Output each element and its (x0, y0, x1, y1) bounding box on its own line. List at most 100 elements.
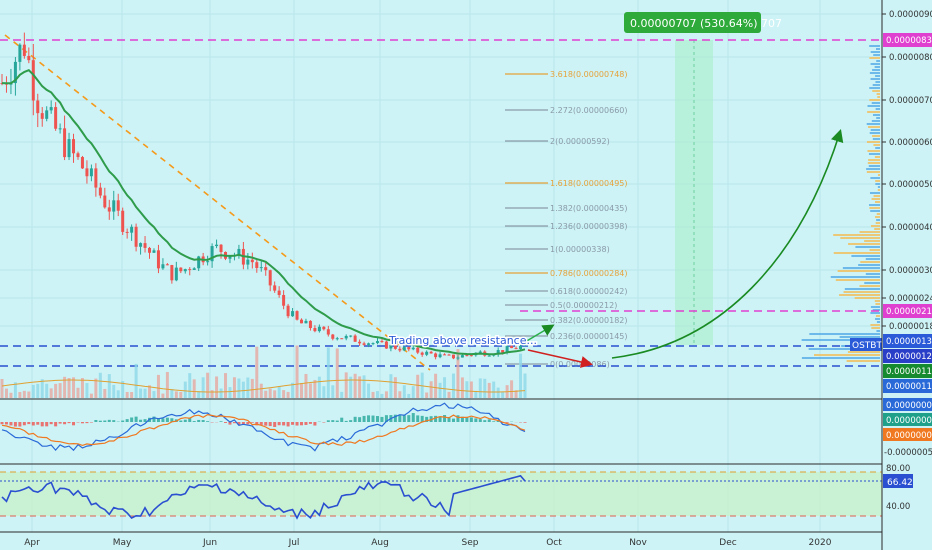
volume-bar (438, 382, 442, 398)
macd-histogram-bar (264, 422, 268, 426)
candle-body (156, 250, 160, 269)
volume-bar (241, 381, 245, 398)
volume-bar (152, 391, 156, 398)
macd-histogram-bar (344, 420, 348, 422)
candle-body (416, 347, 420, 353)
candle-body (304, 320, 308, 324)
volume-bar (58, 383, 62, 398)
candle-body (487, 355, 491, 357)
macd-histogram-bar (188, 417, 192, 422)
volume-bar (344, 372, 348, 398)
macd-histogram-bar (49, 422, 53, 425)
macd-histogram-bar (331, 420, 335, 422)
volume-bar (317, 376, 321, 398)
volume-bar (451, 373, 455, 398)
candle-body (264, 267, 268, 271)
measure-badge-text: 0.00000707 (530.64%) 707 (630, 17, 782, 30)
volume-profile-bar (872, 309, 880, 311)
volume-bar (72, 377, 76, 398)
candle-body (407, 347, 411, 350)
volume-profile-bar (867, 162, 880, 164)
volume-bar (407, 393, 411, 398)
macd-histogram-bar (98, 420, 102, 422)
volume-bar (165, 372, 169, 398)
candle-body (384, 341, 388, 349)
volume-profile-bar (870, 177, 880, 179)
macd-histogram-bar (407, 415, 411, 422)
volume-profile-bar (864, 240, 880, 242)
macd-histogram-bar (152, 416, 156, 422)
fib-label-4: 1.382(0.00000435) (550, 204, 628, 213)
volume-bar (295, 345, 299, 398)
candle-body (389, 344, 393, 349)
volume-bar (130, 392, 134, 398)
volume-profile-bar (874, 201, 880, 203)
volume-profile-bar (808, 348, 880, 350)
macd-histogram-bar (393, 414, 397, 422)
volume-profile-bar (869, 99, 880, 101)
candle-body (273, 285, 277, 291)
macd-histogram-bar (134, 416, 138, 422)
candle-body (67, 139, 71, 158)
volume-profile-bar (875, 216, 880, 218)
volume-bar (501, 391, 505, 398)
price-badge-5 (883, 379, 932, 393)
macd-histogram-bar (429, 416, 433, 422)
candle-body (393, 344, 397, 349)
macd-histogram-bar (40, 422, 44, 427)
macd-histogram-bar (4, 422, 8, 425)
price-badge-4 (883, 364, 932, 378)
candle-body (259, 267, 263, 269)
macd-histogram-bar (487, 419, 491, 422)
macd-histogram-bar (299, 422, 303, 426)
volume-bar (402, 385, 406, 398)
price-label-4: 0.00000500 (889, 180, 932, 190)
volume-bar (456, 349, 460, 398)
volume-profile-bar (871, 102, 880, 104)
volume-profile-bar (872, 114, 880, 116)
volume-profile-bar (866, 123, 880, 125)
volume-profile-bar (830, 276, 880, 278)
volume-bar (121, 381, 125, 398)
macd-histogram-bar (420, 415, 424, 422)
projection-arrow (611, 128, 844, 359)
macd-histogram-bar (282, 422, 286, 426)
macd-histogram-bar (9, 422, 13, 426)
volume-profile-bar (870, 306, 880, 308)
candle-body (174, 267, 178, 281)
macd-histogram-bar (228, 422, 232, 425)
time-label-5: Sep (462, 538, 479, 548)
candle-body (505, 346, 509, 353)
volume-bar (228, 387, 232, 398)
volume-profile-bar (867, 150, 880, 152)
macd-histogram-bar (335, 420, 339, 422)
macd-histogram-bar (170, 418, 174, 422)
candle-body (210, 246, 214, 262)
volume-profile-bar (870, 225, 880, 227)
candle-body (331, 334, 335, 339)
volume-bar (429, 381, 433, 398)
candle-body (188, 269, 192, 271)
price-badge-text-0: 0.00000839 (886, 36, 932, 46)
macd-histogram-bar (165, 417, 169, 422)
macd-histogram-bar (304, 422, 308, 425)
symbol-tag: OSTBTC (850, 338, 888, 351)
volume-profile-bar (876, 321, 880, 323)
fib-label-9: 0.5(0.00000212) (550, 301, 617, 310)
volume-profile-bar (876, 219, 880, 221)
candle-body (411, 347, 415, 350)
candle-body (103, 195, 107, 208)
volume-profile-bar (833, 252, 880, 254)
volume-bar (322, 386, 326, 398)
volume-bar (371, 391, 375, 398)
volume-profile-bar (870, 312, 880, 314)
macd-histogram-bar (326, 420, 330, 422)
rsi-tick-1: 40.00 (886, 502, 910, 512)
rsi-tick-0: 80.00 (886, 464, 910, 474)
volume-profile-bar (868, 165, 880, 167)
volume-bar (80, 378, 84, 398)
candle-body (139, 243, 143, 247)
volume-bar (192, 379, 196, 398)
